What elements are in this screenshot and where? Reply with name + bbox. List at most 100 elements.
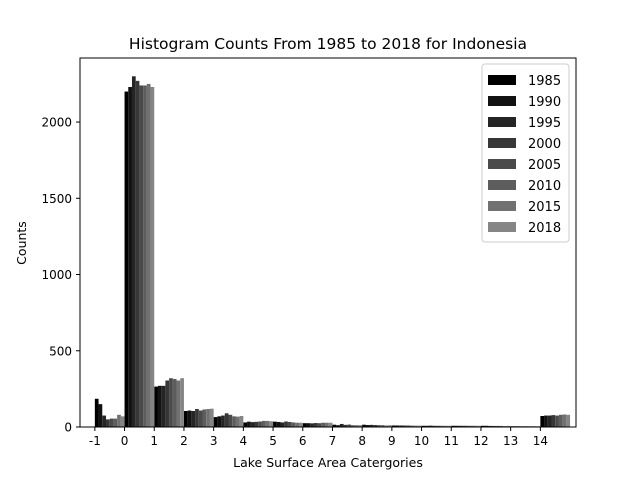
legend-swatch-2000 [488, 138, 516, 148]
bar-1985-8 [362, 424, 366, 427]
bar-1990-2 [187, 410, 192, 427]
x-tick-label: 13 [503, 434, 518, 448]
series-1995 [102, 76, 552, 428]
bar-2000-3 [224, 413, 229, 427]
bar-1990-11 [454, 425, 459, 427]
bar-1990-7 [336, 425, 340, 427]
bar-1990-1 [157, 385, 162, 427]
bar-2015-8 [384, 425, 389, 427]
legend-swatch-1990 [488, 96, 516, 106]
bar-2010-8 [380, 425, 385, 427]
bar-2018-6 [328, 422, 333, 427]
bar-1985-5 [273, 421, 277, 427]
legend-label-2010: 2010 [528, 179, 561, 194]
series-2000 [105, 80, 556, 428]
bar-1985-9 [391, 425, 396, 427]
bar-1985-6 [302, 423, 307, 427]
bar-2010-5 [291, 422, 296, 427]
y-axis-label: Counts [14, 221, 29, 265]
bar-2015-10 [443, 425, 448, 427]
bar-1990-3 [217, 416, 222, 427]
x-tick-label: 14 [533, 434, 548, 448]
bar-1985-7 [332, 424, 337, 427]
bar-2015-11 [473, 425, 478, 427]
x-axis-label: Lake Surface Area Catergories [233, 455, 423, 470]
bar-2015-6 [325, 422, 329, 427]
axes-frame [79, 57, 577, 428]
bar-1990-4 [247, 421, 251, 427]
bar-1985-3 [213, 417, 218, 427]
bar-2000-14 [551, 415, 556, 427]
bar-2018-10 [447, 425, 452, 427]
x-tick-label: 5 [269, 434, 277, 448]
bar-2015--1 [117, 414, 121, 427]
bar-2000-5 [284, 421, 288, 427]
bar-2010-6 [321, 422, 326, 427]
bar-2005-14 [555, 415, 559, 427]
bar-2010-0 [143, 85, 147, 427]
bar-2015-4 [265, 420, 270, 427]
bar-2018-2 [209, 408, 214, 427]
bar-2005--1 [109, 418, 114, 427]
bar-2015-14 [562, 414, 567, 427]
y-tick-label: 1000 [41, 268, 72, 282]
legend-label-1990: 1990 [528, 95, 561, 110]
bar-2018-5 [299, 422, 303, 427]
legend-label-2000: 2000 [528, 137, 561, 152]
legend-swatch-2005 [488, 159, 516, 169]
bar-2000-11 [462, 425, 467, 427]
bar-2010-3 [232, 416, 236, 427]
bar-1995-5 [280, 422, 285, 427]
legend: 1985 1990 1995 2000 2005 2010 2015 2018 [481, 63, 570, 243]
bar-2018-11 [477, 425, 481, 427]
bar-1985-12 [480, 425, 485, 427]
bar-1990-14 [544, 415, 548, 427]
legend-label-1985: 1985 [528, 74, 561, 89]
bar-2015-1 [176, 380, 181, 427]
y-tick-label: 2000 [41, 116, 72, 130]
legend-swatch-2010 [488, 180, 516, 190]
bar-2018--1 [120, 416, 125, 427]
bar-2000-8 [373, 425, 377, 427]
x-tick-label: 11 [444, 434, 459, 448]
bar-2005-2 [198, 410, 203, 427]
bar-2005-4 [258, 421, 262, 427]
bar-2005-10 [436, 425, 441, 427]
bar-2000-10 [432, 425, 437, 427]
legend-label-2005: 2005 [528, 158, 561, 173]
bar-1985-1 [154, 386, 158, 427]
x-tick-label: 1 [150, 434, 158, 448]
bar-1985-4 [243, 422, 248, 427]
bar-2018-12 [506, 425, 511, 427]
bar-1990-8 [365, 425, 370, 427]
x-tick-label: 3 [210, 434, 218, 448]
bar-1995-9 [399, 425, 403, 427]
y-tick-label: 500 [49, 344, 72, 358]
x-tick-label: 8 [358, 434, 366, 448]
bar-1985--1 [94, 398, 99, 427]
bar-1985-2 [183, 410, 188, 427]
x-tick-label: 4 [240, 434, 248, 448]
legend-label-2018: 2018 [528, 221, 561, 236]
series-2018 [120, 86, 571, 427]
series-1990 [98, 86, 548, 427]
bar-1985-14 [540, 416, 545, 427]
x-tick-label: 7 [329, 434, 337, 448]
bar-2005-12 [495, 425, 500, 427]
bar-1985-10 [421, 425, 426, 427]
bar-2005-7 [347, 424, 352, 427]
x-tick-label: 6 [299, 434, 307, 448]
x-tick-label: 2 [180, 434, 188, 448]
legend-swatch-2018 [488, 222, 516, 232]
bar-2000-4 [254, 421, 259, 427]
bar-1995--1 [102, 415, 106, 427]
bar-1990-12 [484, 425, 489, 427]
bar-2015-7 [354, 425, 359, 427]
bar-2005-6 [317, 423, 322, 427]
bar-1990-0 [128, 86, 132, 427]
bar-2000-7 [343, 424, 348, 427]
series-2015 [117, 83, 567, 428]
bar-1995-7 [339, 423, 344, 427]
